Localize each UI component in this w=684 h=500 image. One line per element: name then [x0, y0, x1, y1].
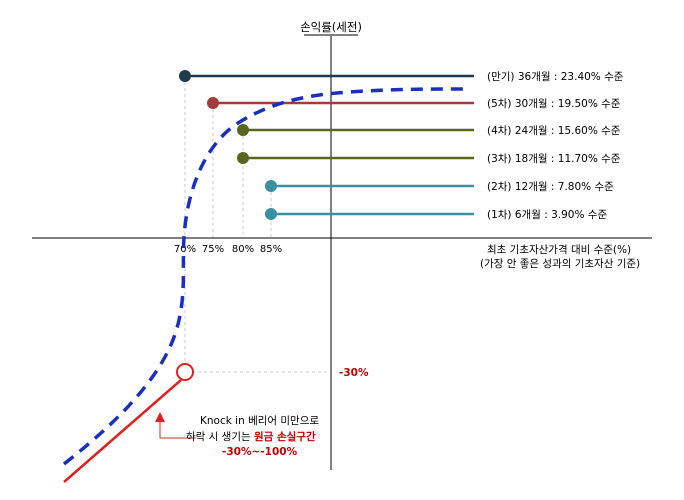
- note-arrow: [159, 416, 196, 439]
- payoff-label: (3차) 18개월 : 11.70% 수준: [487, 153, 621, 165]
- knockin-note-line1: Knock in 베리어 미만으로: [200, 415, 319, 427]
- barrier-dot: [237, 124, 249, 136]
- tick-80: 80%: [232, 244, 254, 255]
- payoff-level-1: (5차) 30개월 : 19.50% 수준: [207, 97, 621, 110]
- loss-level-label: -30%: [339, 367, 369, 379]
- knockin-note-line2: 하락 시 생기는 원금 손실구간: [186, 430, 316, 443]
- knockin-open-circle: [176, 363, 194, 381]
- payoff-level-0: (만기) 36개월 : 23.40% 수준: [179, 70, 624, 83]
- barrier-dot: [265, 208, 277, 220]
- x-axis-label-line1: 최초 기초자산가격 대비 수준(%): [487, 243, 631, 256]
- barrier-dot: [265, 180, 277, 192]
- payoff-level-3: (3차) 18개월 : 11.70% 수준: [237, 152, 621, 165]
- y-axis-label: 손익률(세전): [300, 20, 362, 34]
- barrier-dot: [207, 97, 219, 109]
- payoff-label: (만기) 36개월 : 23.40% 수준: [487, 71, 624, 83]
- tick-85: 85%: [260, 244, 282, 255]
- payoff-level-4: (2차) 12개월 : 7.80% 수준: [265, 180, 614, 193]
- tick-70: 70%: [174, 244, 196, 255]
- guide-lines: [184, 76, 330, 373]
- payoff-label: (5차) 30개월 : 19.50% 수준: [487, 98, 621, 110]
- tick-75: 75%: [202, 244, 224, 255]
- payoff-label: (2차) 12개월 : 7.80% 수준: [487, 181, 614, 193]
- payoff-level-5: (1차) 6개월 : 3.90% 수준: [265, 208, 607, 221]
- knockin-note-line2-highlight: 원금 손실구간: [254, 430, 316, 443]
- note-arrowhead-icon: [155, 412, 165, 422]
- barrier-dot: [237, 152, 249, 164]
- payoff-label: (1차) 6개월 : 3.90% 수준: [487, 209, 607, 221]
- loss-line: [63, 379, 182, 483]
- x-axis-label-line2: (가장 안 좋은 성과의 기초자산 기준): [480, 258, 640, 270]
- payoff-level-2: (4차) 24개월 : 15.60% 수준: [237, 124, 621, 137]
- underlying-dashed-curve: [62, 87, 471, 466]
- payoff-label: (4차) 24개월 : 15.60% 수준: [487, 125, 621, 137]
- knockin-note-line2-prefix: 하락 시 생기는: [186, 430, 254, 443]
- knockin-note-line3: -30%~-100%: [222, 446, 298, 458]
- barrier-dot: [179, 70, 191, 82]
